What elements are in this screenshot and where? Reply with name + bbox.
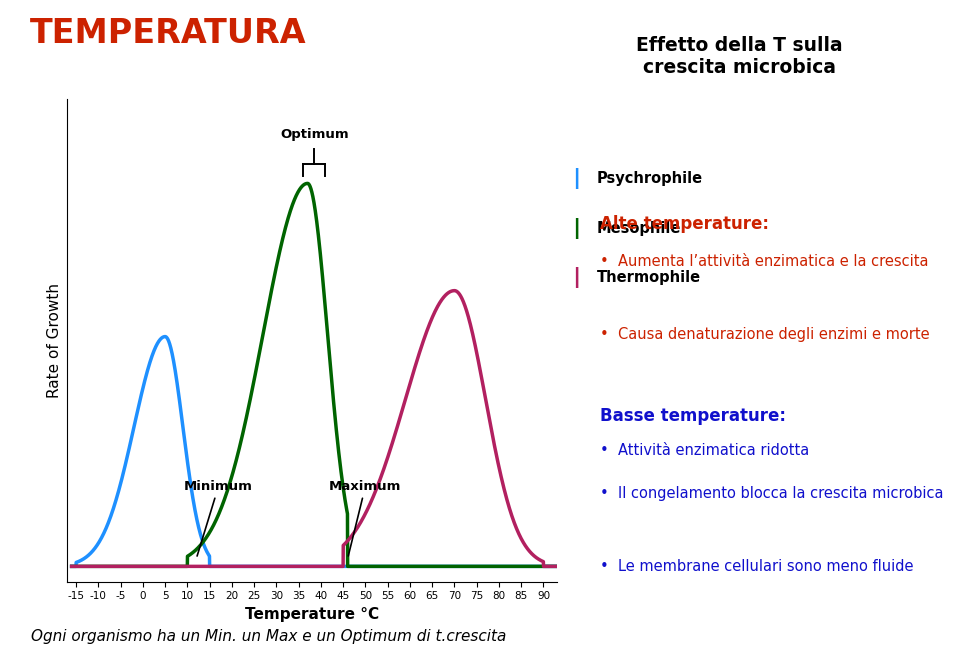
Text: Effetto della T sulla
crescita microbica: Effetto della T sulla crescita microbica — [636, 36, 843, 77]
Text: •  Attività enzimatica ridotta: • Attività enzimatica ridotta — [600, 443, 809, 458]
Text: Basse temperature:: Basse temperature: — [600, 407, 786, 424]
Text: TEMPERATURA: TEMPERATURA — [30, 17, 306, 50]
Text: |: | — [572, 217, 580, 239]
Text: Ogni organismo ha un Min. un Max e un Optimum di t.crescita: Ogni organismo ha un Min. un Max e un Op… — [31, 629, 507, 644]
Text: Alte temperature:: Alte temperature: — [600, 215, 769, 233]
X-axis label: Temperature °C: Temperature °C — [245, 607, 379, 622]
Text: Maximum: Maximum — [329, 480, 401, 556]
Text: •  Aumenta l’attività enzimatica e la crescita: • Aumenta l’attività enzimatica e la cre… — [600, 254, 928, 270]
Text: Minimum: Minimum — [184, 480, 253, 556]
Text: |: | — [572, 168, 580, 189]
Text: •  Causa denaturazione degli enzimi e morte: • Causa denaturazione degli enzimi e mor… — [600, 327, 929, 342]
Text: Optimum: Optimum — [280, 128, 348, 141]
Text: Psychrophile: Psychrophile — [597, 171, 704, 186]
Text: •  Il congelamento blocca la crescita microbica: • Il congelamento blocca la crescita mic… — [600, 486, 944, 501]
Text: Mesophile: Mesophile — [597, 221, 682, 235]
Y-axis label: Rate of Growth: Rate of Growth — [47, 283, 61, 398]
Text: Thermophile: Thermophile — [597, 270, 701, 285]
Text: |: | — [572, 267, 580, 288]
Text: •  Le membrane cellulari sono meno fluide: • Le membrane cellulari sono meno fluide — [600, 559, 914, 574]
